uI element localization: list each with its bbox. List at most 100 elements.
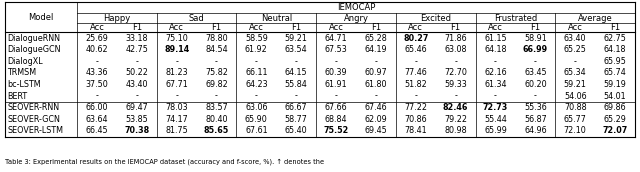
Text: 67.53: 67.53 [324,45,348,54]
Text: 80.27: 80.27 [403,34,428,43]
Text: -: - [414,92,417,101]
Text: 61.34: 61.34 [484,80,507,89]
Text: 65.95: 65.95 [604,57,627,66]
Text: 55.44: 55.44 [484,115,507,124]
Text: 83.57: 83.57 [205,103,228,112]
Text: -: - [255,92,258,101]
Text: TRMSM: TRMSM [7,68,36,77]
Text: F1: F1 [211,23,221,32]
Text: 72.07: 72.07 [602,126,628,135]
Text: Average: Average [578,14,612,23]
Text: 63.45: 63.45 [524,68,547,77]
Text: 40.62: 40.62 [86,45,108,54]
Text: F1: F1 [451,23,461,32]
Text: 62.75: 62.75 [604,34,627,43]
Text: -: - [335,92,337,101]
Text: 75.10: 75.10 [165,34,188,43]
Text: -: - [295,92,298,101]
Text: DialogXL: DialogXL [7,57,43,66]
Text: 33.18: 33.18 [125,34,148,43]
Text: Acc: Acc [169,23,184,32]
Text: F1: F1 [371,23,381,32]
Text: 64.96: 64.96 [524,126,547,135]
Text: 72.73: 72.73 [483,103,508,112]
Text: SEOVER-RNN: SEOVER-RNN [7,103,59,112]
Text: 54.01: 54.01 [604,92,627,101]
Text: 63.40: 63.40 [564,34,586,43]
Text: 60.39: 60.39 [324,68,348,77]
Text: 80.40: 80.40 [205,115,228,124]
Text: DialogueRNN: DialogueRNN [7,34,60,43]
Text: -: - [175,57,178,66]
Text: 58.77: 58.77 [285,115,308,124]
Text: 66.11: 66.11 [245,68,268,77]
Text: Sad: Sad [189,14,204,23]
Text: 67.66: 67.66 [324,103,348,112]
Text: 75.52: 75.52 [323,126,349,135]
Text: 65.25: 65.25 [564,45,587,54]
Text: -: - [454,57,457,66]
Text: 64.71: 64.71 [324,34,348,43]
Text: 54.06: 54.06 [564,92,586,101]
Text: 80.98: 80.98 [444,126,467,135]
Text: bc-LSTM: bc-LSTM [7,80,40,89]
Text: -: - [335,57,337,66]
Text: 50.22: 50.22 [125,68,148,77]
Text: 59.19: 59.19 [604,80,627,89]
Text: Acc: Acc [90,23,104,32]
Text: -: - [95,92,99,101]
Text: BERT: BERT [7,92,27,101]
Text: 65.99: 65.99 [484,126,507,135]
Text: 61.92: 61.92 [245,45,268,54]
Text: 59.33: 59.33 [444,80,467,89]
Text: 43.36: 43.36 [86,68,108,77]
Text: 51.82: 51.82 [404,80,427,89]
Text: 64.18: 64.18 [484,45,507,54]
Text: -: - [255,57,258,66]
Text: 63.06: 63.06 [245,103,268,112]
Text: 71.86: 71.86 [444,34,467,43]
Text: 62.16: 62.16 [484,68,507,77]
Text: 65.90: 65.90 [245,115,268,124]
Text: Table 3: Experimental results on the IEMOCAP dataset (accuracy and f-score, %). : Table 3: Experimental results on the IEM… [5,158,324,165]
Text: -: - [215,57,218,66]
Text: -: - [95,57,99,66]
Text: 67.71: 67.71 [165,80,188,89]
Text: 65.40: 65.40 [285,126,308,135]
Text: F1: F1 [132,23,142,32]
Text: 63.54: 63.54 [285,45,308,54]
Text: 64.15: 64.15 [285,68,308,77]
Text: 69.47: 69.47 [125,103,148,112]
Text: 63.64: 63.64 [86,115,108,124]
Text: 78.80: 78.80 [205,34,228,43]
Text: Acc: Acc [408,23,423,32]
Text: 81.75: 81.75 [165,126,188,135]
Text: 62.09: 62.09 [365,115,387,124]
Text: 65.34: 65.34 [564,68,586,77]
Text: 67.46: 67.46 [365,103,387,112]
Text: Neutral: Neutral [260,14,292,23]
Text: -: - [135,57,138,66]
Text: 59.21: 59.21 [285,34,308,43]
Text: SEOVER-GCN: SEOVER-GCN [7,115,60,124]
Text: 66.67: 66.67 [285,103,308,112]
Text: 67.61: 67.61 [245,126,268,135]
Text: Model: Model [28,13,54,22]
Text: -: - [135,92,138,101]
Text: 69.86: 69.86 [604,103,627,112]
Text: -: - [574,57,577,66]
Text: Angry: Angry [344,14,369,23]
Text: Acc: Acc [328,23,344,32]
Text: 25.69: 25.69 [86,34,108,43]
Text: Excited: Excited [420,14,451,23]
Text: 55.84: 55.84 [285,80,308,89]
Text: -: - [374,92,378,101]
Text: 79.22: 79.22 [444,115,467,124]
Text: -: - [494,92,497,101]
Text: 37.50: 37.50 [86,80,108,89]
Text: 66.99: 66.99 [523,45,548,54]
Text: 69.82: 69.82 [205,80,228,89]
Text: -: - [414,57,417,66]
Text: -: - [374,57,378,66]
Text: 65.46: 65.46 [404,45,427,54]
